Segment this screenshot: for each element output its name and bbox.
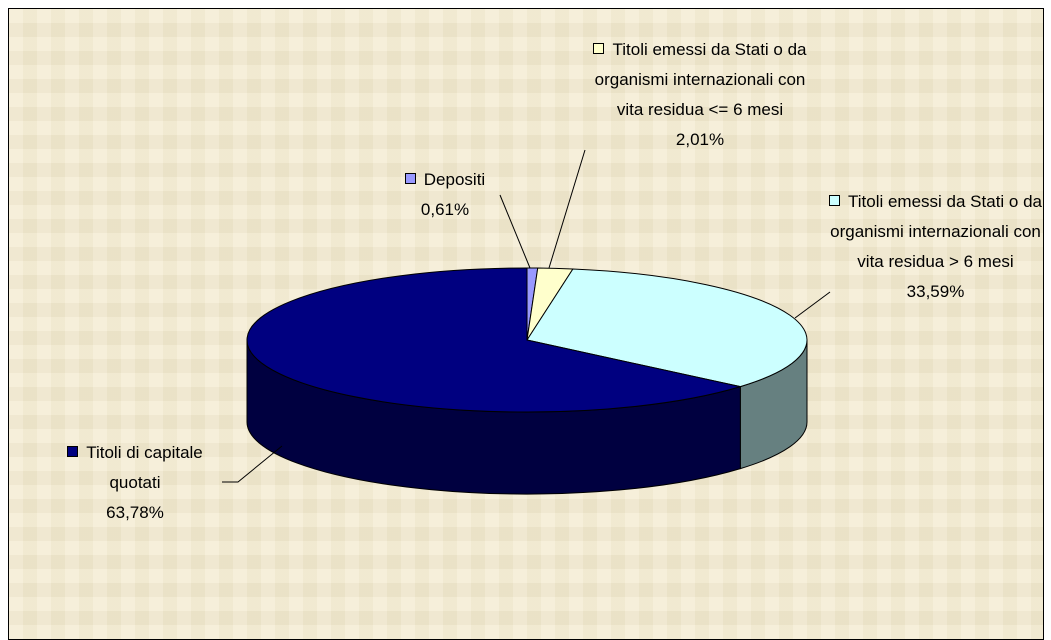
value-label: 2,01%	[675, 130, 725, 149]
page: {"chart_data": {"type": "pie3d", "catego…	[8, 8, 1044, 640]
category-label: Depositi	[423, 170, 486, 189]
data-label: Titoli di capitale quotati 63,78%	[40, 438, 230, 528]
value-label: 63,78%	[106, 503, 164, 522]
legend-swatch	[404, 173, 416, 184]
pie-slice	[246, 267, 743, 413]
legend-swatch	[67, 446, 79, 457]
data-label: Titoli emessi da Stati o da organismi in…	[590, 35, 810, 155]
pie-slice	[526, 268, 808, 388]
leader-line	[222, 445, 283, 483]
data-label: Titoli emessi da Stati o da organismi in…	[828, 187, 1043, 307]
leader-line	[794, 291, 831, 319]
legend-swatch	[593, 43, 605, 54]
leader-line	[548, 149, 586, 269]
value-label: 0,61%	[420, 200, 470, 219]
data-label: Depositi 0,61%	[375, 165, 515, 225]
value-label: 33,59%	[906, 282, 965, 301]
leader-lines	[222, 149, 831, 483]
pie	[246, 267, 808, 495]
category-label: Titoli di capitale quotati	[86, 443, 203, 492]
leader-line	[499, 194, 531, 269]
category-label: Titoli emessi da Stati o da organismi in…	[594, 40, 807, 119]
legend-swatch	[828, 195, 840, 206]
category-label: Titoli emessi da Stati o da organismi in…	[830, 192, 1042, 271]
chart	[222, 149, 831, 495]
